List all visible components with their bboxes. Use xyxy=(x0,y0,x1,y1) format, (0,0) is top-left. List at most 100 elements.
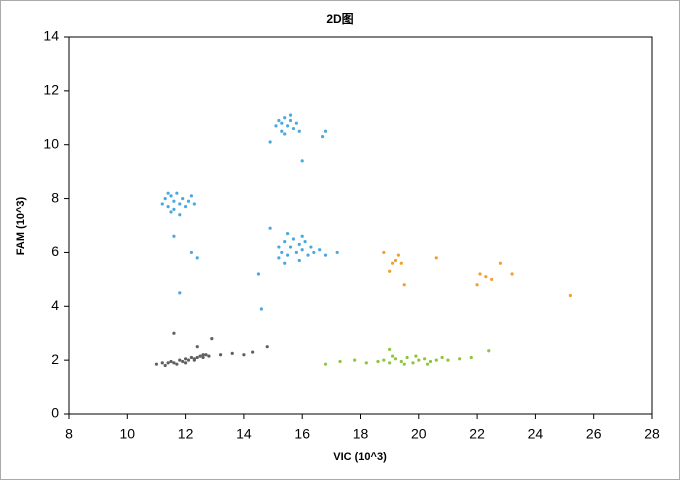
point xyxy=(388,347,392,351)
point xyxy=(323,129,328,133)
point xyxy=(175,362,179,366)
point xyxy=(393,258,398,263)
point xyxy=(402,283,406,287)
point xyxy=(181,196,185,201)
y-tick-label: 12 xyxy=(43,82,59,98)
point xyxy=(399,359,403,364)
point xyxy=(283,240,287,244)
point xyxy=(297,258,301,263)
point xyxy=(277,118,281,123)
point xyxy=(189,194,194,198)
point xyxy=(487,349,491,353)
point xyxy=(283,116,287,120)
point xyxy=(303,240,307,244)
point xyxy=(207,354,211,358)
point xyxy=(268,140,272,144)
point xyxy=(163,363,167,368)
point xyxy=(195,256,199,260)
point xyxy=(294,250,298,255)
point xyxy=(440,355,444,360)
point xyxy=(242,353,246,357)
point xyxy=(297,242,301,246)
point xyxy=(286,124,290,128)
x-tick-label: 18 xyxy=(353,426,369,442)
point xyxy=(172,234,176,238)
point xyxy=(434,358,438,362)
point xyxy=(184,361,188,365)
point xyxy=(390,261,395,265)
x-tick-label: 16 xyxy=(294,426,310,442)
x-tick-label: 8 xyxy=(65,426,73,442)
point xyxy=(405,355,409,360)
point xyxy=(265,345,269,349)
point xyxy=(186,199,191,203)
point xyxy=(323,253,328,257)
point xyxy=(172,331,176,335)
point xyxy=(154,362,159,366)
point xyxy=(291,237,296,241)
point xyxy=(475,283,479,287)
point xyxy=(399,261,403,265)
point xyxy=(411,361,415,365)
point xyxy=(390,354,395,358)
point xyxy=(312,250,316,255)
point xyxy=(160,202,164,206)
point xyxy=(210,337,214,341)
x-tick-label: 12 xyxy=(178,426,194,442)
point xyxy=(382,250,386,255)
x-tick-label: 22 xyxy=(469,426,485,442)
y-tick-label: 0 xyxy=(51,405,59,421)
point xyxy=(288,245,293,249)
point xyxy=(280,129,284,133)
x-tick-label: 14 xyxy=(236,426,252,442)
point xyxy=(286,253,290,257)
y-tick-label: 6 xyxy=(51,243,59,259)
point xyxy=(338,359,342,364)
point xyxy=(189,250,194,255)
point xyxy=(300,248,304,252)
point xyxy=(178,291,182,295)
point xyxy=(280,250,284,255)
point xyxy=(364,361,368,365)
point xyxy=(204,353,208,357)
y-axis-label: FAM (10^3) xyxy=(15,196,27,255)
point xyxy=(230,351,234,356)
point xyxy=(300,234,304,238)
point xyxy=(294,121,298,125)
y-tick-label: 14 xyxy=(43,28,59,44)
point xyxy=(192,358,196,362)
y-tick-label: 8 xyxy=(51,189,59,205)
point xyxy=(510,272,514,276)
point xyxy=(286,231,290,236)
point xyxy=(201,355,205,360)
point xyxy=(446,358,450,362)
point xyxy=(218,353,223,357)
point xyxy=(256,272,261,276)
point xyxy=(423,357,427,361)
point xyxy=(195,345,199,349)
point xyxy=(297,129,301,133)
point xyxy=(393,357,398,361)
point xyxy=(458,357,462,361)
point xyxy=(414,354,418,358)
x-tick-label: 20 xyxy=(411,426,427,442)
point xyxy=(469,355,473,360)
point xyxy=(318,248,322,252)
point xyxy=(306,253,310,257)
point xyxy=(184,205,188,209)
point xyxy=(169,359,173,364)
point xyxy=(490,277,494,281)
x-tick-label: 10 xyxy=(120,426,136,442)
point xyxy=(417,358,421,362)
point xyxy=(186,358,191,362)
point xyxy=(396,253,400,257)
point xyxy=(323,362,328,366)
point xyxy=(181,359,185,364)
point xyxy=(251,350,255,354)
point xyxy=(160,361,164,365)
point xyxy=(309,245,313,249)
point xyxy=(280,121,284,125)
